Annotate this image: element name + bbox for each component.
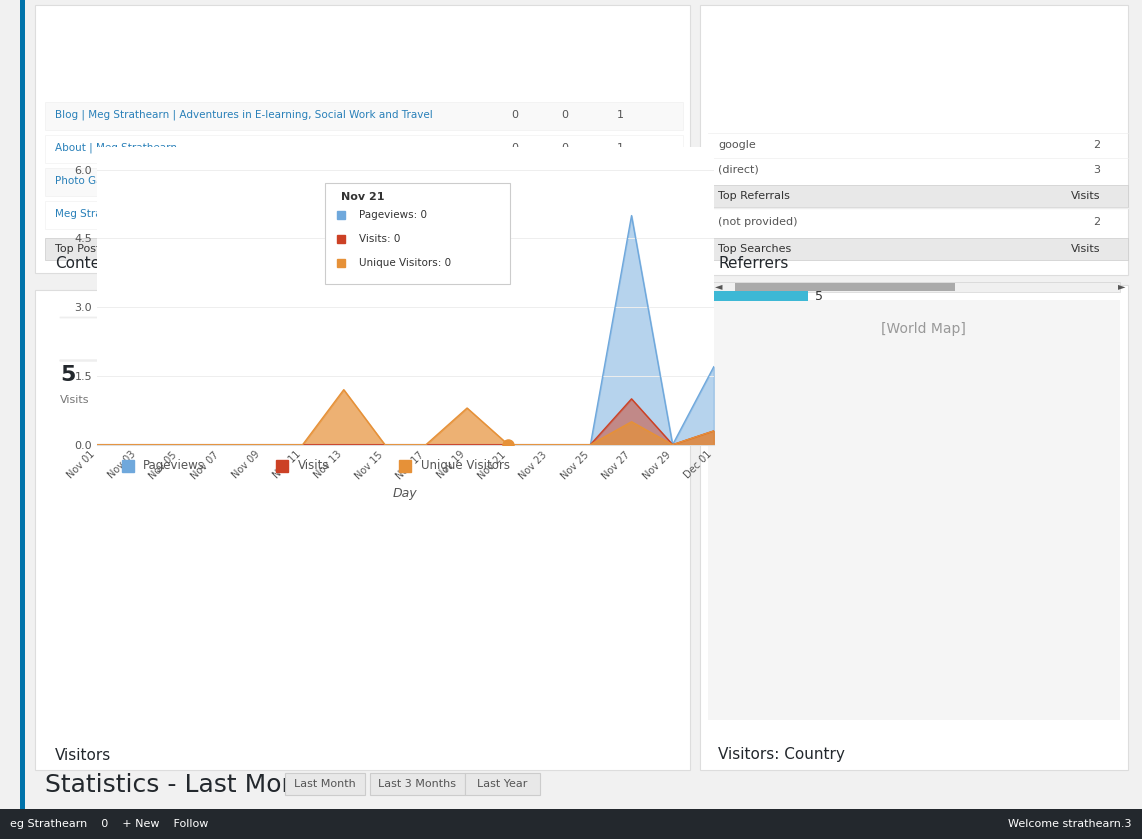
Text: 1: 1 [617,110,624,120]
FancyBboxPatch shape [708,300,1120,720]
Text: Last Year: Last Year [477,779,528,789]
Text: ◄: ◄ [715,281,723,291]
X-axis label: Day: Day [393,487,418,500]
Text: 5: 5 [815,289,823,303]
Text: 00:05:39: 00:05:39 [320,322,431,342]
Text: Unique: Unique [545,244,585,254]
FancyBboxPatch shape [35,5,690,273]
Text: 2: 2 [1093,140,1100,150]
FancyBboxPatch shape [708,238,1128,260]
Text: 2: 2 [185,365,200,385]
Text: Last 3 Months: Last 3 Months [378,779,457,789]
Text: 1: 1 [562,209,569,219]
Text: Visitors: Country: Visitors: Country [718,748,845,763]
Text: [World Map]: [World Map] [880,322,966,336]
FancyBboxPatch shape [708,291,809,301]
Text: 1: 1 [562,176,569,186]
Text: Meg Strathearn | Adventures in E-learning, Social Work and Travel: Meg Strathearn | Adventures in E-learnin… [55,209,400,219]
Text: Pageviews: 0: Pageviews: 0 [359,211,427,221]
FancyBboxPatch shape [708,185,1128,207]
Text: 40%: 40% [450,322,504,342]
Text: Pages / Visit: Pages / Visit [450,395,517,405]
Text: Blog | Meg Strathearn | Adventures in E-learning, Social Work and Travel: Blog | Meg Strathearn | Adventures in E-… [55,110,433,120]
Text: (not provided): (not provided) [718,217,797,227]
Text: Bounce Rate: Bounce Rate [555,395,626,405]
FancyBboxPatch shape [735,283,955,291]
Text: 1: 1 [617,143,624,153]
FancyBboxPatch shape [700,5,1128,275]
Text: Avg. Visit Dur.: Avg. Visit Dur. [320,348,399,358]
Text: ►: ► [1118,281,1126,291]
Text: 4: 4 [512,209,518,219]
Text: Referrers: Referrers [718,256,788,270]
Text: 3: 3 [617,176,624,186]
Text: Visits: Visits [500,244,530,254]
Text: Views: Views [604,244,636,254]
FancyBboxPatch shape [0,809,1142,839]
FancyBboxPatch shape [465,773,540,795]
Text: Top Referrals: Top Referrals [718,191,790,201]
FancyBboxPatch shape [25,0,1142,809]
FancyBboxPatch shape [708,282,1120,292]
Text: (direct): (direct) [718,165,758,175]
Text: Welcome strathearn.3: Welcome strathearn.3 [1008,819,1132,829]
Text: Visits: Visits [297,459,329,472]
FancyBboxPatch shape [45,201,683,229]
Text: Visits: 0: Visits: 0 [359,234,401,244]
Text: Visits: Visits [61,395,89,405]
Text: 0: 0 [512,143,518,153]
Text: Last Month: Last Month [295,779,356,789]
Text: 0: 0 [562,143,569,153]
Text: 5: 5 [617,209,624,219]
Text: New Visits: New Visits [450,348,507,358]
Text: Unique Visitors: Unique Visitors [420,459,509,472]
Text: Nov 21: Nov 21 [340,191,384,201]
FancyBboxPatch shape [45,102,683,130]
Text: eg Strathearn    0    + New    Follow: eg Strathearn 0 + New Follow [10,819,208,829]
Text: 0: 0 [512,110,518,120]
FancyBboxPatch shape [45,168,683,196]
Text: Unique Visitors: Unique Visitors [185,395,268,405]
Text: Statistics - Last Month: Statistics - Last Month [45,773,323,797]
Text: 1: 1 [512,176,518,186]
Text: Visits: Visits [1070,191,1100,201]
Text: 60%: 60% [555,365,609,385]
Text: About | Meg Strathearn: About | Meg Strathearn [55,143,177,154]
FancyBboxPatch shape [45,238,683,260]
Text: 2: 2 [1093,217,1100,227]
Text: 3: 3 [1093,165,1100,175]
Text: Top Searches: Top Searches [718,244,791,254]
Text: Top Posts / Pages: Top Posts / Pages [55,244,150,254]
Text: 10: 10 [320,365,351,385]
Text: Visits: Visits [1070,244,1100,254]
Text: Unique Visitors: 0: Unique Visitors: 0 [359,258,451,268]
FancyBboxPatch shape [325,183,510,284]
Text: 0: 0 [562,110,569,120]
FancyBboxPatch shape [21,0,25,809]
Text: Pageviews: Pageviews [320,395,379,405]
Text: 2: 2 [450,365,466,385]
Text: Photo Gallery | Meg Strathearn: Photo Gallery | Meg Strathearn [55,175,217,186]
FancyBboxPatch shape [700,285,1128,770]
FancyBboxPatch shape [286,773,365,795]
Text: 5: 5 [61,365,75,385]
FancyBboxPatch shape [45,135,683,163]
FancyBboxPatch shape [370,773,465,795]
Text: Content: Content [55,256,115,270]
Text: google: google [718,140,756,150]
Text: Visitors: Visitors [55,748,111,763]
FancyBboxPatch shape [35,290,690,770]
Text: Pageviews: Pageviews [144,459,206,472]
